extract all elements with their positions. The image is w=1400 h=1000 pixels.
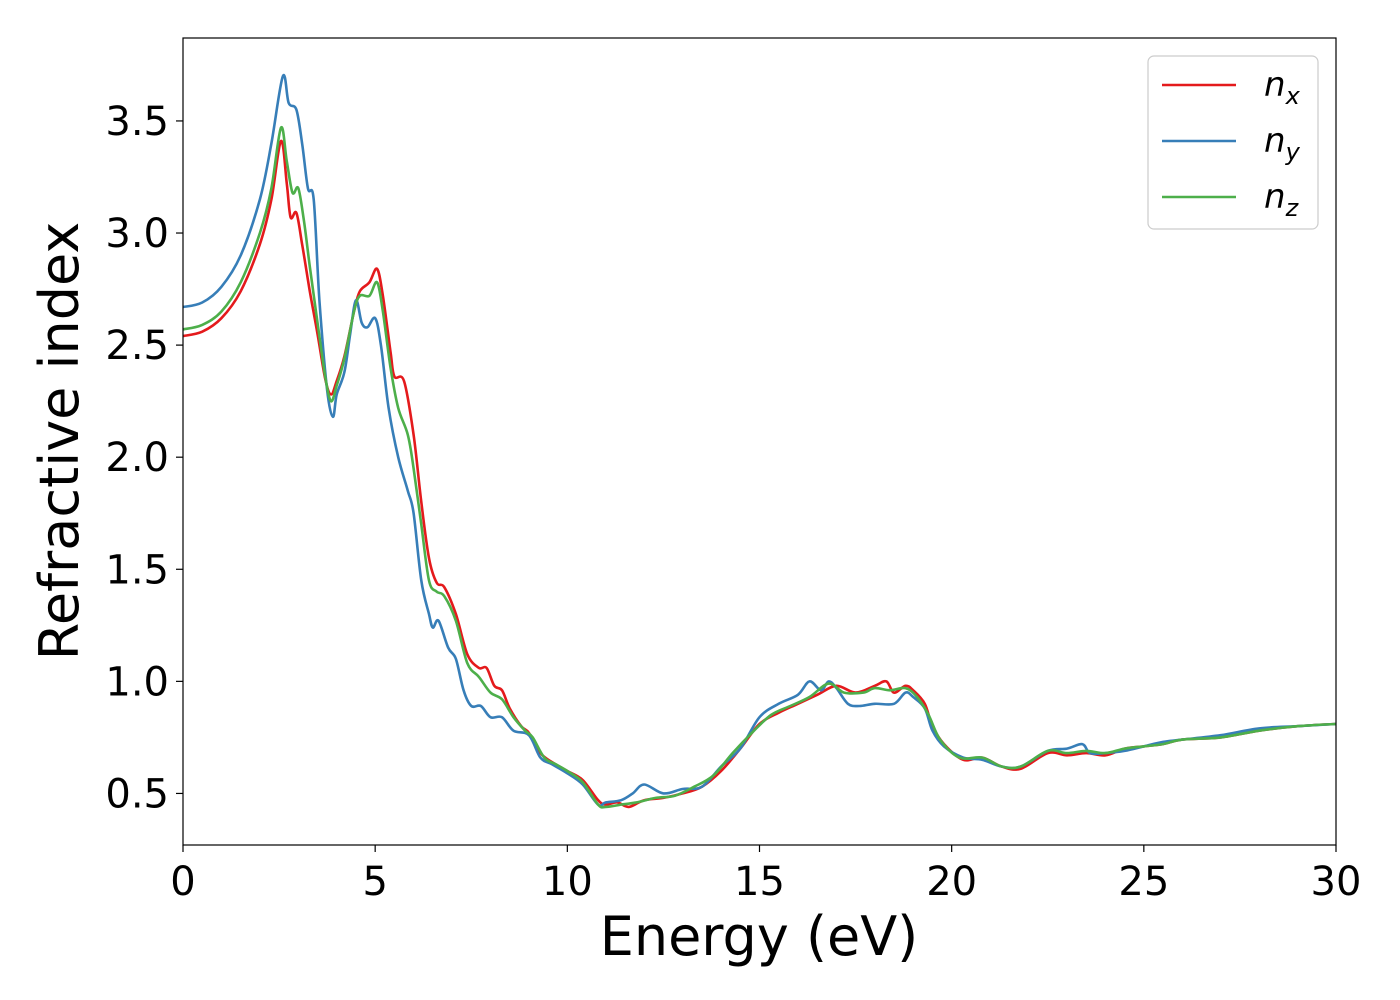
x-tick-label: 15: [734, 859, 785, 905]
legend-label-y: ny: [1264, 121, 1301, 166]
x-axis-title: Energy (eV): [600, 905, 919, 968]
y-tick-label: 3.0: [105, 211, 169, 257]
x-tick-label: 0: [170, 859, 195, 905]
x-tick-label: 20: [926, 859, 977, 905]
plot-background: [183, 38, 1336, 845]
series-line-z: [183, 126, 1336, 809]
x-tick-label: 5: [362, 859, 387, 905]
y-tick-label: 0.5: [105, 771, 169, 817]
y-tick-label: 1.0: [105, 659, 169, 705]
legend-box: [1147, 55, 1319, 230]
y-axis-title: Refractive index: [28, 222, 91, 661]
y-tick-label: 2.5: [105, 323, 169, 369]
x-tick-label: 30: [1311, 859, 1362, 905]
series-layer: [183, 73, 1336, 809]
x-tick-label: 25: [1118, 859, 1169, 905]
legend-label-x: nx: [1264, 65, 1301, 110]
y-axis: 0.5 1.0 1.5 2.0 2.5 3.0 3.5: [105, 99, 183, 817]
legend: nx ny nz: [1147, 55, 1319, 230]
x-tick-label: 10: [542, 859, 593, 905]
y-tick-label: 3.5: [105, 99, 169, 145]
x-axis: 0 5 10 15 20 25 30: [170, 845, 1361, 905]
legend-label-z: nz: [1264, 177, 1300, 222]
y-tick-label: 2.0: [105, 435, 169, 481]
y-tick-label: 1.5: [105, 547, 169, 593]
